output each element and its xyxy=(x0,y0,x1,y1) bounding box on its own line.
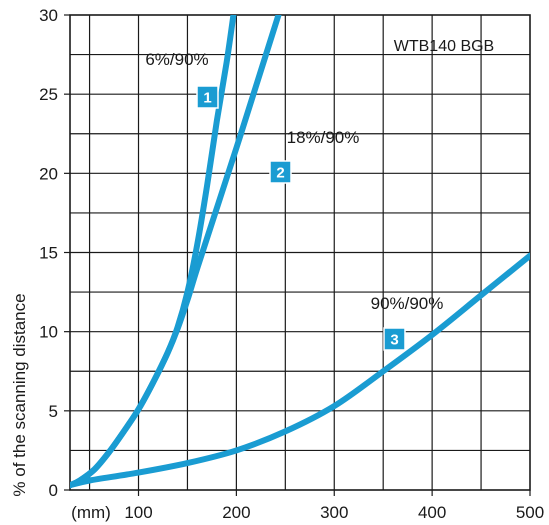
series-badge xyxy=(269,160,292,184)
x-tick-label: 500 xyxy=(516,503,544,522)
series-badge-number: 1 xyxy=(203,90,211,107)
y-tick-label: 25 xyxy=(39,85,58,104)
y-tick-label: 30 xyxy=(39,6,58,25)
y-tick-label: 20 xyxy=(39,164,58,183)
model-annotation: WTB140 BGB xyxy=(394,38,494,55)
series-line xyxy=(70,252,530,489)
chart-series xyxy=(70,15,530,489)
x-tick-label: 400 xyxy=(418,503,446,522)
series-badge xyxy=(383,327,406,351)
y-axis-label: % of the scanning distance xyxy=(10,293,29,496)
x-axis-unit-label: (mm) xyxy=(71,503,111,522)
x-tick-label: 300 xyxy=(320,503,348,522)
chart-grid xyxy=(70,15,530,490)
series-label: 90%/90% xyxy=(371,294,444,313)
y-tick-label: 5 xyxy=(49,402,58,421)
y-tick-label: 15 xyxy=(39,244,58,263)
series-label: 18%/90% xyxy=(287,128,360,147)
x-tick-label: 200 xyxy=(222,503,250,522)
x-tick-label: 100 xyxy=(124,503,152,522)
y-tick-label: 0 xyxy=(49,481,58,500)
series-line xyxy=(70,15,282,489)
series-badge-number: 3 xyxy=(390,332,398,349)
chart-axes: 0 5 10 15 20 25 30 100 200 300 400 500 xyxy=(39,6,544,522)
series-label: 6%/90% xyxy=(145,50,208,69)
series-badge xyxy=(196,85,219,109)
series-badge-number: 2 xyxy=(276,165,284,182)
y-tick-label: 10 xyxy=(39,323,58,342)
chart-labels: 6%/90% 1 18%/90% 2 90%/90% 3 xyxy=(145,50,444,351)
